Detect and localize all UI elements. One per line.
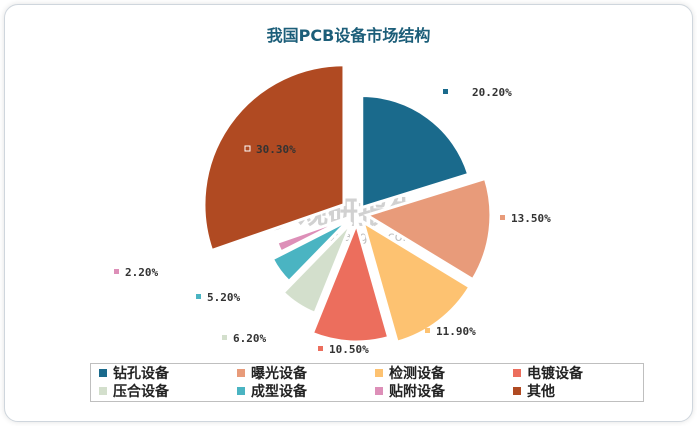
chart-frame [4, 4, 693, 422]
data-label-8: 30.30% [256, 143, 296, 156]
legend-item-1: 钻孔设备 [91, 363, 229, 383]
legend-item-4: 电镀设备 [505, 363, 643, 383]
legend-item-3: 检测设备 [367, 363, 505, 383]
data-label-marker-6 [196, 294, 201, 299]
pie-slice-4 [310, 219, 391, 344]
data-label-5: 6.20% [233, 332, 266, 345]
pie-slice-6 [270, 218, 351, 284]
data-label-4: 10.50% [329, 343, 369, 356]
pie-slice-3 [360, 218, 472, 345]
pie-slice-5 [280, 221, 353, 316]
legend-item-2: 曝光设备 [229, 363, 367, 383]
pie-slice-7 [275, 216, 349, 254]
legend-label: 电镀设备 [527, 366, 583, 382]
data-label-6: 5.20% [207, 291, 240, 304]
pie-slice-8 [202, 63, 346, 253]
data-label-2: 13.50% [511, 212, 551, 225]
data-label-7: 2.20% [125, 266, 158, 279]
data-label-marker-3 [425, 328, 430, 333]
legend-swatch [99, 369, 107, 377]
pie-slice-2 [363, 176, 493, 282]
legend-swatch [513, 387, 521, 395]
data-label-marker-1 [443, 89, 448, 94]
pie-slice-1 [360, 94, 471, 210]
legend-label: 检测设备 [389, 366, 445, 382]
chart-legend: 钻孔设备 曝光设备 检测设备 电镀设备压合设备 成型设备 贴附设备 其他 [90, 363, 644, 402]
legend-label: 贴附设备 [389, 384, 445, 400]
legend-label: 钻孔设备 [113, 366, 169, 382]
data-label-3: 11.90% [436, 325, 476, 338]
data-label-marker-5 [222, 335, 227, 340]
data-label-marker-4 [318, 346, 323, 351]
legend-swatch [237, 369, 245, 377]
chart-title: 我国PCB设备市场结构 [266, 26, 431, 45]
legend-swatch [99, 387, 107, 395]
legend-label: 压合设备 [113, 384, 169, 400]
data-label-marker-2 [500, 215, 505, 220]
legend-label: 成型设备 [251, 384, 307, 400]
data-label-1: 20.20% [472, 86, 512, 99]
legend-swatch [237, 387, 245, 395]
legend-swatch [375, 387, 383, 395]
legend-item-5: 压合设备 [91, 381, 229, 401]
data-label-marker-8 [244, 145, 251, 152]
data-label-marker-7 [114, 269, 119, 274]
legend-item-6: 成型设备 [229, 381, 367, 401]
legend-label: 其他 [527, 384, 555, 400]
legend-swatch [375, 369, 383, 377]
legend-label: 曝光设备 [251, 366, 307, 382]
legend-swatch [513, 369, 521, 377]
legend-item-7: 贴附设备 [367, 381, 505, 401]
legend-item-8: 其他 [505, 381, 643, 401]
